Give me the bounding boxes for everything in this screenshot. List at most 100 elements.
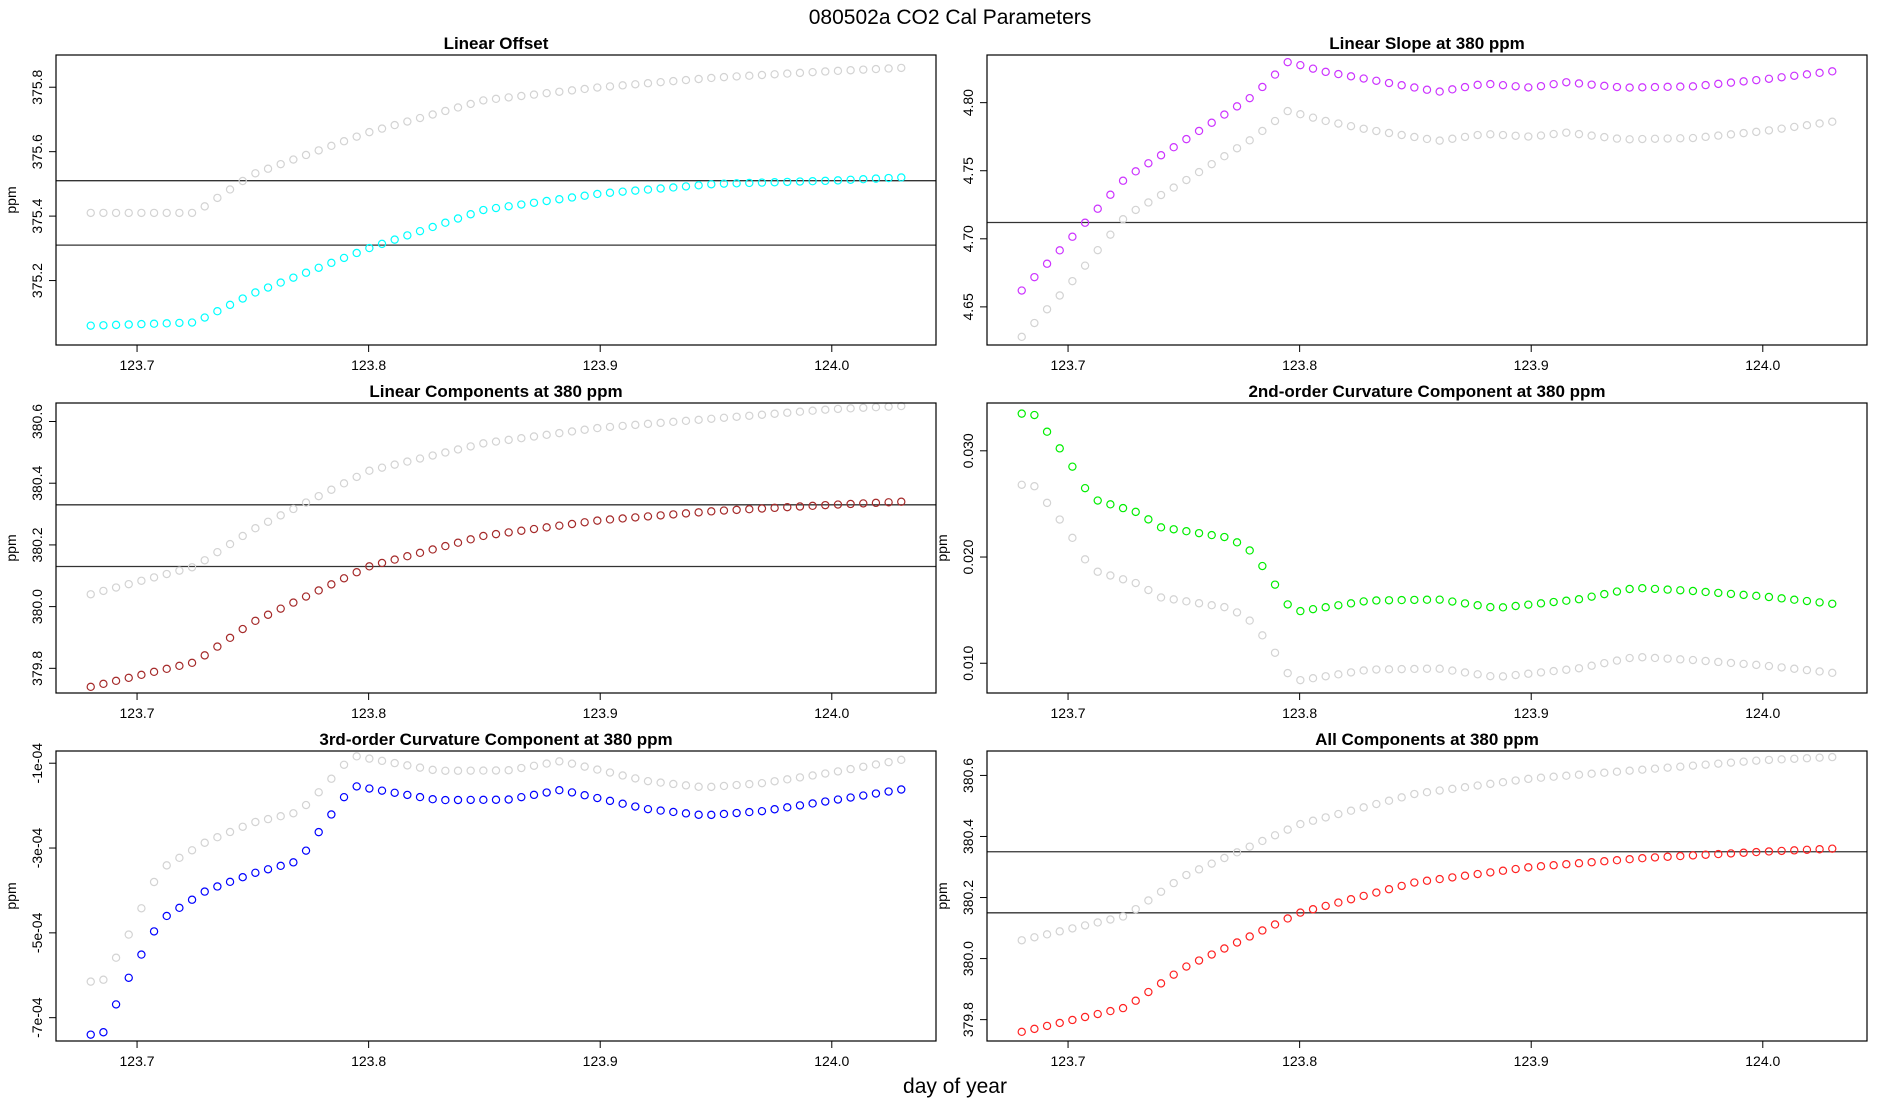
data-point [187,658,197,668]
data-point [1790,846,1799,855]
data-point [1549,597,1558,607]
data-point [1650,764,1660,773]
data-point [1182,962,1191,971]
data-point [428,545,437,554]
data-point [1524,863,1533,872]
data-point [884,498,893,507]
data-point [770,777,779,786]
data-point [504,795,513,804]
y-tick-label: 4.80 [960,89,976,116]
data-point [251,288,260,297]
data-point [1764,74,1774,83]
data-point [567,427,577,436]
data-point [1701,850,1710,859]
data-point [669,417,678,427]
data-point [681,416,691,426]
data-point [567,519,577,529]
data-point [1308,604,1318,614]
data-point [1549,79,1558,89]
data-point [1156,523,1166,532]
data-point [1384,596,1394,605]
data-point [276,604,285,613]
data-point [1296,109,1305,119]
data-point [529,90,539,99]
data-point [1093,1009,1102,1019]
data-point [1562,665,1571,674]
data-point [1460,82,1470,92]
data-point [1638,83,1647,92]
data-point [1346,599,1356,608]
data-point [1815,598,1824,607]
data-point [1283,668,1292,678]
data-point [1321,603,1330,612]
data-point [694,415,703,425]
data-point [1346,895,1356,904]
data-point [1232,608,1242,617]
data-point [770,503,779,513]
data-point [1308,905,1318,914]
data-point [1549,861,1558,870]
data-point [111,583,121,592]
data-point [289,809,298,818]
data-point [137,576,146,585]
data-point [1144,987,1153,997]
data-point [238,872,247,882]
data-point [859,403,868,412]
data-point [643,776,653,786]
data-point [821,500,830,510]
data-point [1676,586,1685,595]
data-point [669,76,678,86]
data-point [1790,122,1799,132]
data-point [301,150,311,160]
data-point [1106,190,1115,199]
data-point [1448,134,1457,143]
data-point [1726,589,1736,599]
data-point [1587,131,1596,140]
data-point [301,498,311,507]
data-point [1435,786,1444,795]
data-point [1815,667,1824,676]
data-point [808,771,817,780]
data-point [745,411,754,420]
data-point [1562,860,1571,869]
data-point [1321,901,1330,911]
data-point [1169,970,1178,979]
data-point [1283,600,1292,609]
data-point [1676,655,1685,664]
data-point [428,765,437,775]
data-point [1422,788,1432,797]
data-point [580,191,589,200]
data-point [1068,533,1077,543]
y-tick-label: -1e-04 [29,743,45,784]
x-tick-label: 123.9 [583,357,618,373]
data-point [1372,76,1381,85]
data-point [1828,752,1837,762]
data-point [491,94,501,104]
data-point [1435,874,1444,884]
data-point [884,757,893,767]
data-point [1536,81,1546,91]
x-tick-label: 124.0 [1745,705,1780,721]
data-point [1080,261,1090,270]
data-point [1625,83,1634,92]
data-point [897,63,906,73]
data-point [593,189,602,199]
data-point [643,804,653,814]
data-point [1232,144,1242,153]
data-point [1815,119,1824,128]
data-point [1701,760,1710,769]
data-point [1334,898,1343,907]
data-point [111,953,121,962]
data-point [859,499,868,508]
y-tick-label: 380.0 [960,941,976,976]
data-point [99,679,108,689]
data-point [213,642,222,651]
data-point [1422,85,1432,94]
series-reference [1017,106,1837,342]
data-point [276,278,285,287]
x-tick-label: 123.9 [583,705,618,721]
data-point [1726,758,1736,767]
data-point [1220,944,1229,953]
data-point [479,96,488,105]
data-point [1676,134,1685,143]
